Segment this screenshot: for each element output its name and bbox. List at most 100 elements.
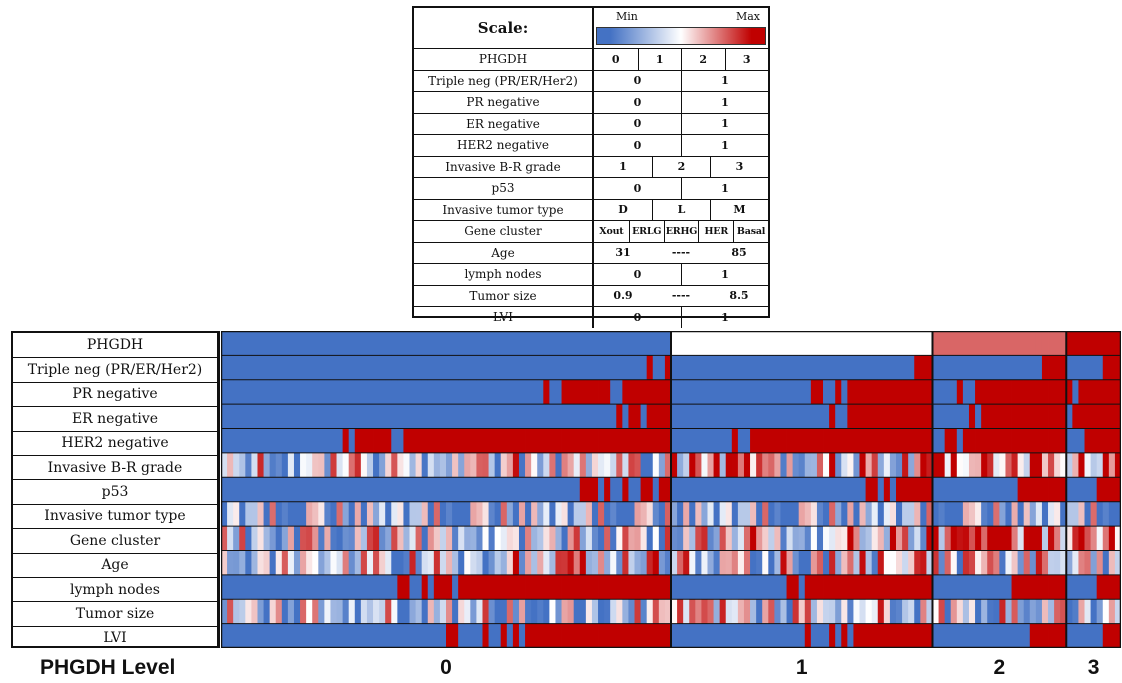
heatmap-cell xyxy=(634,331,641,356)
heatmap-cell xyxy=(446,501,453,527)
heatmap-cell xyxy=(1005,501,1012,527)
heatmap-cell xyxy=(488,501,496,527)
heatmap-cell xyxy=(823,501,830,527)
heatmap-cell xyxy=(439,623,447,648)
heatmap-cell xyxy=(938,501,946,527)
heatmap-cell xyxy=(245,526,252,551)
heatmap-cell xyxy=(415,574,423,600)
heatmap-cell xyxy=(555,574,562,600)
heatmap-cell xyxy=(1048,379,1055,405)
heatmap-cell xyxy=(573,526,581,551)
heatmap-cell xyxy=(713,404,721,429)
heatmap-cell xyxy=(810,452,818,478)
heatmap-cell xyxy=(1023,428,1031,454)
heatmap-cell xyxy=(403,355,410,381)
heatmap-cell xyxy=(306,550,313,576)
heatmap-cell xyxy=(221,355,228,381)
heatmap-cell xyxy=(871,574,879,600)
heatmap-cell xyxy=(707,452,714,478)
heatmap-cell xyxy=(385,477,392,503)
heatmap-cell xyxy=(421,501,429,527)
heatmap-cell xyxy=(604,477,611,503)
heatmap-cell xyxy=(275,379,283,405)
heatmap-cell xyxy=(476,477,483,503)
heatmap-cell xyxy=(968,452,976,478)
heatmap-cell xyxy=(549,331,556,356)
heatmap-cell xyxy=(981,623,988,648)
heatmap-cell xyxy=(944,574,952,600)
heatmap-cell xyxy=(518,623,526,648)
heatmap-cell xyxy=(1029,526,1037,551)
heatmap-cell xyxy=(664,379,672,405)
heatmap-cell xyxy=(591,623,599,648)
heatmap-cell xyxy=(713,623,721,648)
heatmap-cell xyxy=(883,477,891,503)
heatmap-cell xyxy=(1060,404,1067,429)
heatmap-cell xyxy=(245,428,252,454)
heatmap-cell xyxy=(853,404,860,429)
heatmap-cell xyxy=(628,526,635,551)
heatmap-cell xyxy=(908,428,915,454)
heatmap-cell xyxy=(889,379,897,405)
scale-row-name: Tumor size xyxy=(414,285,594,306)
heatmap-cell xyxy=(293,428,301,454)
heatmap-cell xyxy=(859,526,866,551)
heatmap-cell xyxy=(859,599,866,625)
heatmap-cell xyxy=(731,355,739,381)
heatmap-cell xyxy=(981,452,988,478)
heatmap-cell xyxy=(810,526,818,551)
heatmap-cell xyxy=(1072,477,1079,503)
heatmap-cell xyxy=(816,526,824,551)
heatmap-cell xyxy=(786,599,794,625)
heatmap-cell xyxy=(883,379,891,405)
heatmap-cell xyxy=(269,501,277,527)
heatmap-cell xyxy=(549,550,556,576)
heatmap-cell xyxy=(652,379,660,405)
heatmap-cell xyxy=(780,550,787,576)
heatmap-cell xyxy=(743,404,751,429)
heatmap-cell xyxy=(239,355,246,381)
heatmap-cell xyxy=(902,623,909,648)
heatmap-cell xyxy=(877,404,885,429)
heatmap-cell xyxy=(494,550,502,576)
heatmap-cell xyxy=(1072,550,1079,576)
heatmap-cell xyxy=(847,599,854,625)
heatmap-cell xyxy=(896,477,903,503)
heatmap-cell xyxy=(1108,574,1116,600)
heatmap-cell xyxy=(993,331,1000,356)
heatmap-cell xyxy=(968,501,976,527)
heatmap-cell xyxy=(1041,623,1049,648)
heatmap-cell xyxy=(348,428,356,454)
heatmap-cell xyxy=(391,428,398,454)
heatmap-cell xyxy=(853,550,860,576)
heatmap-cell xyxy=(518,574,526,600)
heatmap-cell xyxy=(348,599,356,625)
heatmap-cell xyxy=(397,477,404,503)
heatmap-cell xyxy=(379,379,386,405)
heatmap-cell xyxy=(1011,428,1019,454)
scale-value: 1 xyxy=(619,160,627,174)
heatmap-cell xyxy=(926,404,933,429)
heatmap-cell xyxy=(1029,501,1037,527)
heatmap-cell xyxy=(458,574,465,600)
heatmap-cell xyxy=(871,477,879,503)
heatmap-cell xyxy=(379,599,386,625)
heatmap-cell xyxy=(756,526,763,551)
heatmap-cell xyxy=(804,599,812,625)
heatmap-cell xyxy=(543,550,550,576)
heatmap-cell xyxy=(1060,599,1067,625)
heatmap-cell xyxy=(245,379,252,405)
heatmap-cell xyxy=(993,355,1000,381)
heatmap-cell xyxy=(695,452,702,478)
heatmap-cell xyxy=(525,428,532,454)
heatmap-cell xyxy=(1114,574,1121,600)
heatmap-cell xyxy=(579,501,587,527)
heatmap-cell xyxy=(774,379,781,405)
heatmap-cell xyxy=(774,574,781,600)
heatmap-cell xyxy=(731,550,739,576)
heatmap-cell xyxy=(512,550,520,576)
heatmap-cell xyxy=(287,599,295,625)
heatmap-cell xyxy=(725,599,733,625)
heatmap-cell xyxy=(318,331,325,356)
heatmap-cell xyxy=(585,331,593,356)
